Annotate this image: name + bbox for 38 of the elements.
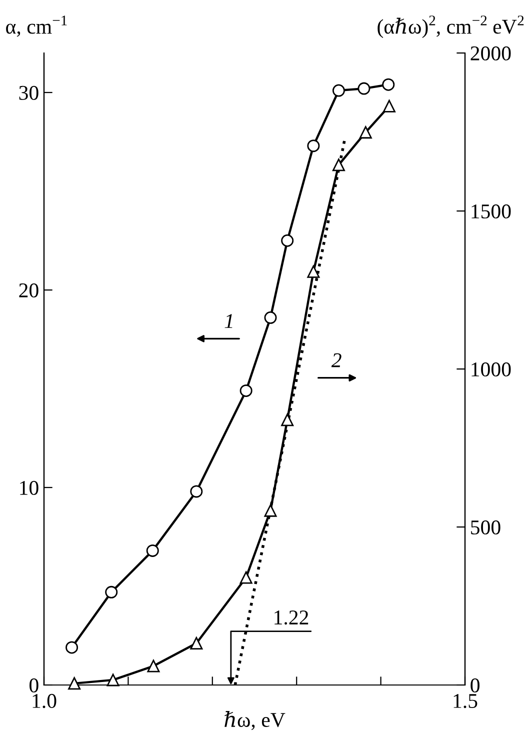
point — [281, 234, 294, 247]
y-tick-label: 20 — [19, 283, 38, 298]
y2-tick-label: 1000 — [472, 362, 511, 376]
point — [264, 504, 277, 517]
point — [382, 100, 396, 112]
x-tick-label: 1.0 — [32, 694, 56, 708]
point — [358, 82, 370, 95]
y2-tick-label: 1500 — [472, 204, 511, 218]
y-tick-label: 30 — [19, 86, 38, 100]
y-tick-label: 0 — [30, 678, 38, 692]
point — [147, 660, 160, 672]
point — [332, 84, 345, 97]
point — [382, 78, 395, 91]
point — [240, 571, 252, 584]
x-axis-title: ℏω, eV — [224, 710, 286, 730]
annotation: 1.22 — [274, 610, 308, 625]
point — [146, 544, 159, 557]
x-tick-label: 1.5 — [454, 694, 478, 708]
point — [66, 641, 78, 654]
point — [307, 265, 320, 278]
y-axis-title: α, cm−1 — [6, 16, 67, 37]
y2-tick-label: 500 — [471, 520, 500, 534]
y2-tick-label: 0 — [470, 678, 480, 692]
point — [190, 485, 203, 498]
point — [359, 126, 372, 139]
y-tick-label: 10 — [20, 480, 38, 495]
point — [240, 384, 252, 397]
series-label: 2 — [331, 353, 342, 368]
point — [68, 677, 81, 690]
point — [105, 586, 118, 598]
y2-tick-label: 2000 — [470, 46, 511, 60]
point — [281, 414, 294, 426]
point — [106, 674, 120, 686]
series-label: 1 — [224, 314, 232, 328]
point — [264, 311, 277, 324]
point — [307, 140, 320, 152]
point — [332, 158, 345, 172]
point — [190, 637, 203, 650]
